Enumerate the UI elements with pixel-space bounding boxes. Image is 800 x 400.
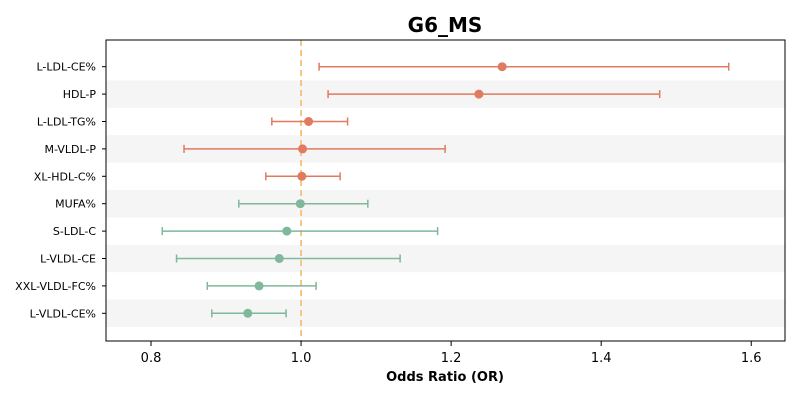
x-ticks: 0.8 1.0 1.2 1.4 1.6: [141, 341, 762, 366]
x-tick-label: 1.6: [741, 351, 762, 366]
x-axis-label: Odds Ratio (OR): [386, 370, 504, 385]
row-bands: [106, 80, 785, 327]
odds-ratio-point: [254, 281, 264, 291]
y-tick-label: XL-HDL-C%: [34, 170, 96, 183]
y-tick-label: L-LDL-CE%: [37, 61, 97, 74]
y-tick-labels: L-LDL-CE% HDL-P L-LDL-TG% M-VLDL-P XL-HDL-C%…: [15, 61, 106, 320]
row-band: [106, 299, 785, 327]
odds-ratio-point: [274, 254, 284, 263]
odds-ratio-point: [243, 308, 253, 318]
plot-frame: [105, 39, 786, 342]
x-tick-label: 1.2: [441, 351, 462, 366]
chart-title: G6_MS: [408, 13, 483, 37]
y-tick-label: L-LDL-TG%: [37, 116, 96, 129]
y-tick-label: M-VLDL-P: [45, 143, 97, 156]
x-tick-label: 1.4: [591, 351, 612, 366]
y-tick-label: XXL-VLDL-FC%: [15, 280, 96, 293]
odds-ratio-point: [474, 89, 484, 99]
odds-ratio-point: [282, 226, 292, 236]
x-tick-label: 0.8: [141, 351, 162, 366]
odds-ratio-point: [497, 62, 507, 72]
point-estimates: [243, 62, 507, 318]
odds-ratio-point: [304, 117, 314, 126]
odds-ratio-point: [298, 144, 308, 154]
x-tick-label: 1.0: [291, 351, 312, 366]
row-band: [106, 190, 785, 218]
odds-ratio-point: [297, 171, 307, 181]
y-tick-label: MUFA%: [55, 198, 96, 211]
y-tick-label: L-VLDL-CE: [40, 253, 96, 266]
y-tick-label: L-VLDL-CE%: [30, 307, 96, 320]
y-tick-label: S-LDL-C: [53, 225, 96, 238]
error-bars: [161, 62, 730, 318]
y-tick-label: HDL-P: [63, 88, 97, 101]
odds-ratio-point: [295, 199, 305, 209]
